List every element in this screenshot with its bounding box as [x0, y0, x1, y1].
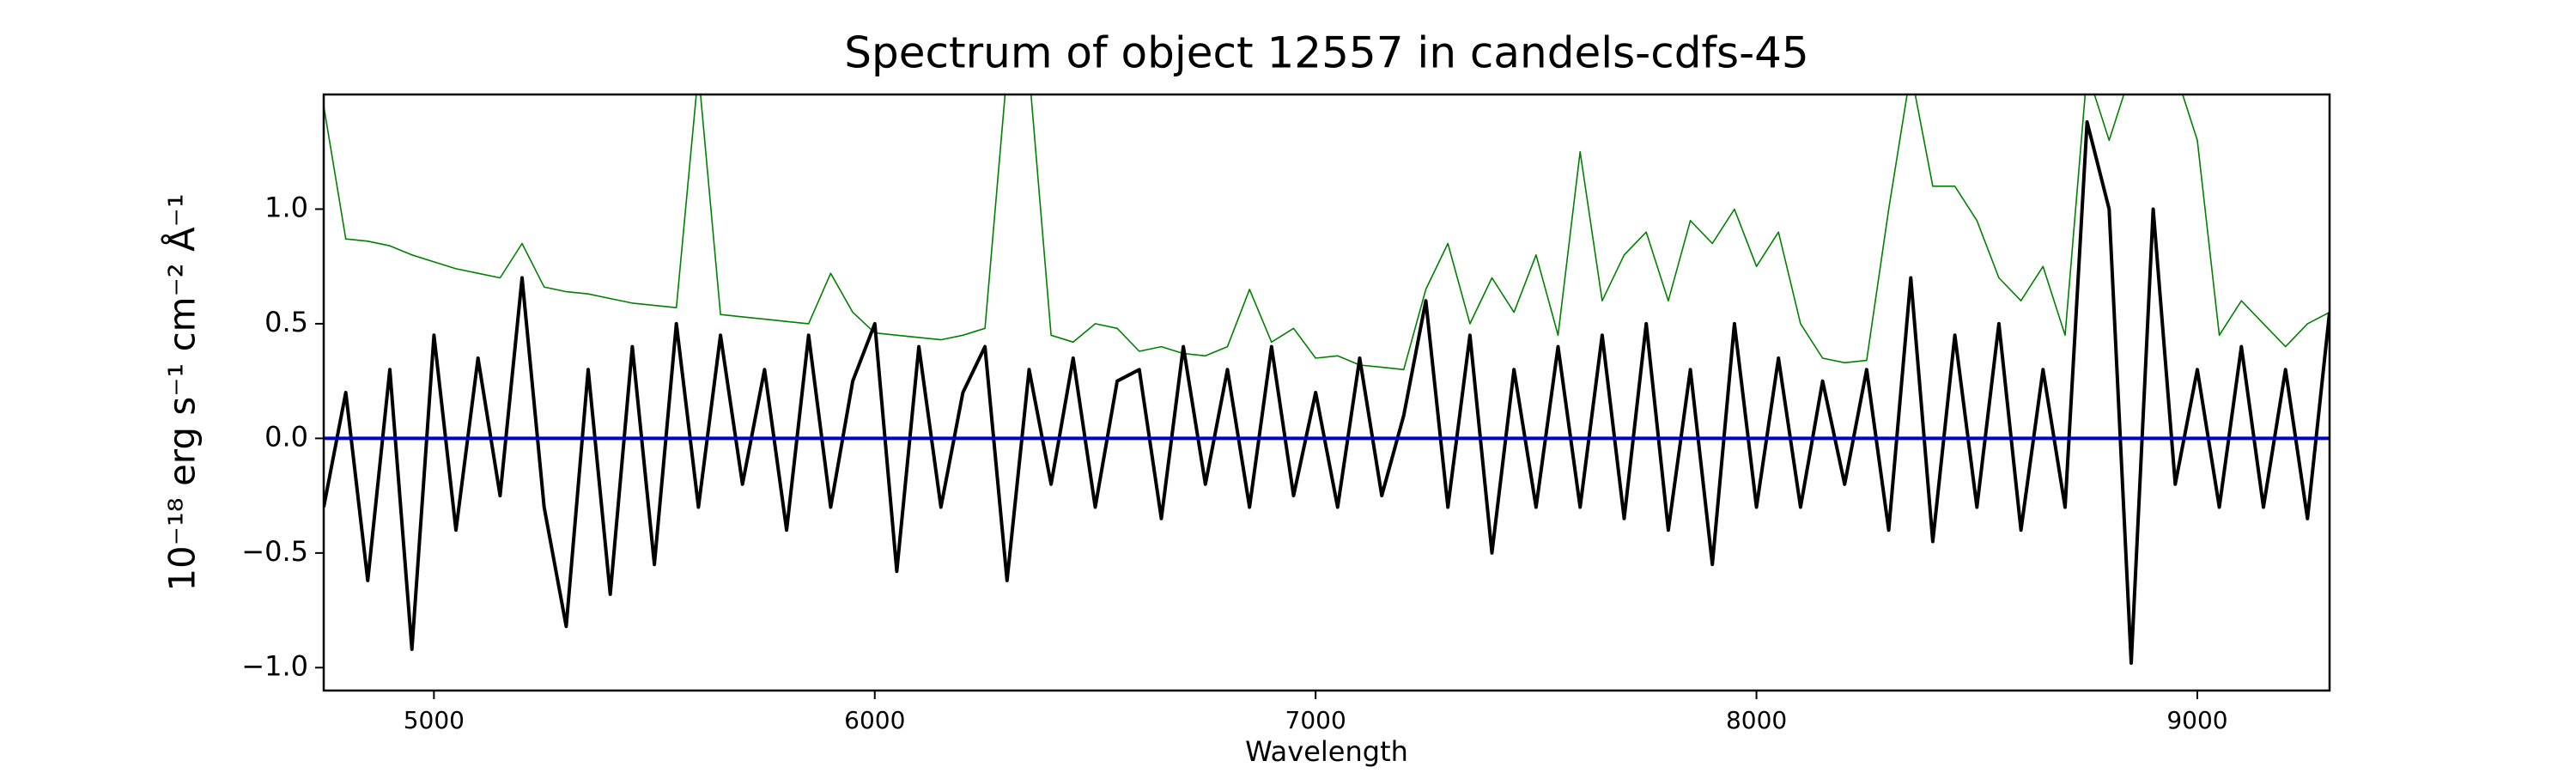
x-tick-label: 7000: [1285, 706, 1346, 734]
x-tick-label: 9000: [2166, 706, 2227, 734]
x-tick-label: 6000: [844, 706, 905, 734]
y-tick-label: 0.0: [264, 420, 308, 453]
y-tick-label: −1.0: [241, 649, 308, 682]
x-axis-label: Wavelength: [1245, 735, 1408, 768]
y-axis-label: 10⁻¹⁸ erg s⁻¹ cm⁻² Å⁻¹: [161, 193, 204, 591]
spectrum-line: [324, 94, 2330, 371]
axes-frame: [322, 93, 2331, 692]
x-tick-label: 8000: [1726, 706, 1787, 734]
chart-title: Spectrum of object 12557 in candels-cdfs…: [844, 28, 1809, 78]
y-tick-label: −0.5: [241, 535, 308, 568]
plot-area: [324, 94, 2330, 665]
x-tick-label: 5000: [404, 706, 465, 734]
spectrum-line: [324, 120, 2330, 665]
y-tick-label: 1.0: [264, 191, 308, 223]
y-tick-label: 0.5: [264, 306, 308, 338]
